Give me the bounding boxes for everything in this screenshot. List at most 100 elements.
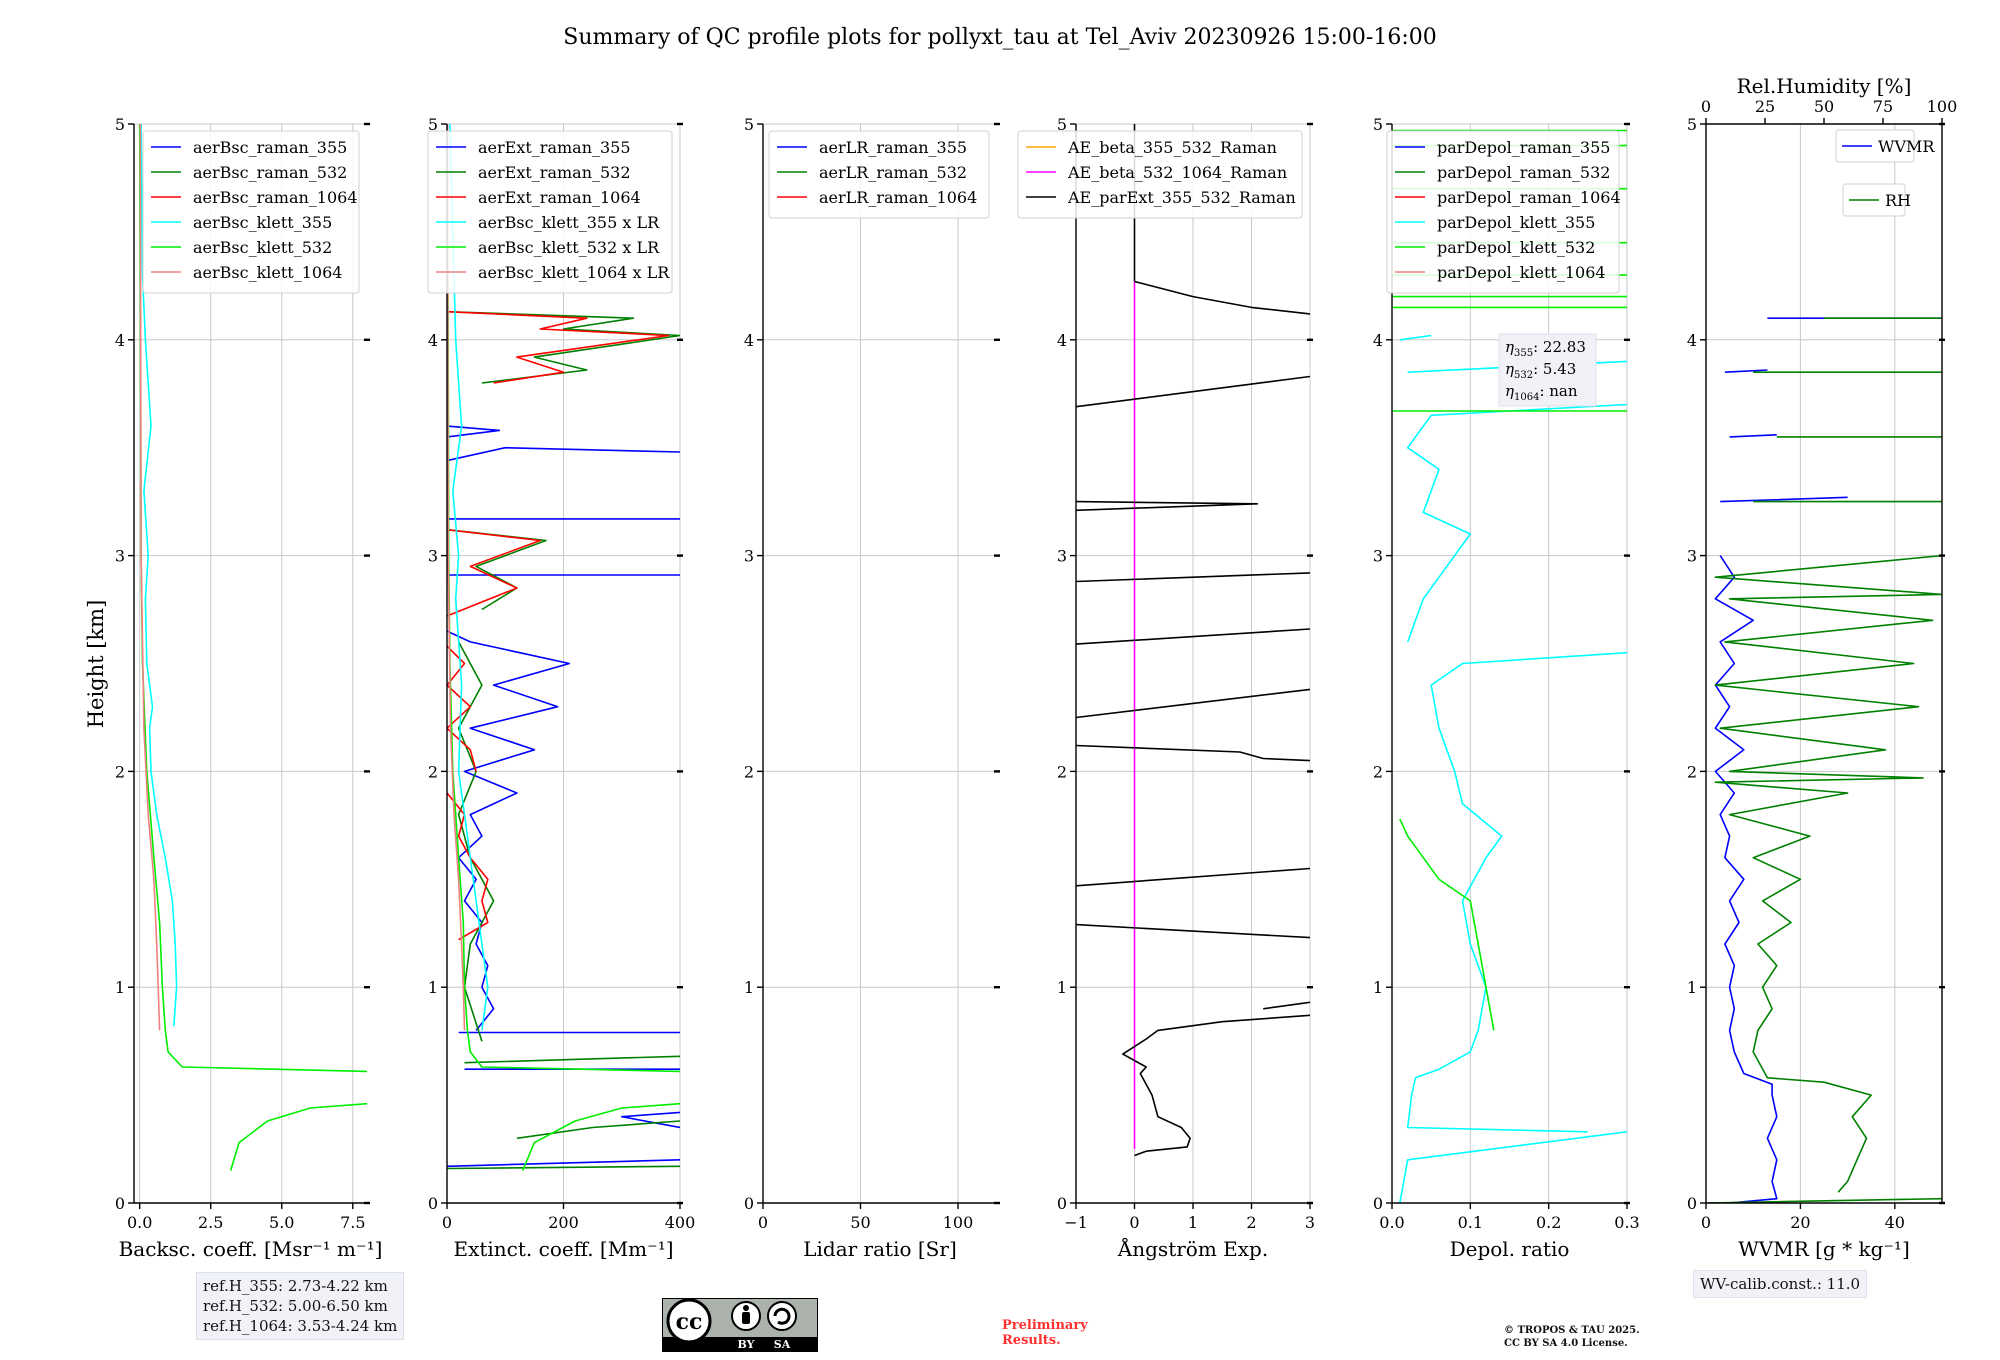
top-x-tick-label: 50: [1814, 97, 1834, 116]
by-text: BY: [738, 1338, 755, 1351]
legend-entry-label: aerExt_raman_532: [478, 163, 631, 182]
legend-box: [1835, 129, 1915, 163]
series-line-aerBsc_klett_1064: [139, 124, 161, 1031]
top-x-tick-label: 25: [1755, 97, 1775, 116]
ref-height-355: ref.H_355: 2.73-4.22 km: [203, 1277, 388, 1295]
x-tick-label: 0: [442, 1213, 452, 1232]
legend-entry-label: parDepol_klett_355: [1437, 213, 1595, 232]
copyright-label: © TROPOS & TAU 2025. CC BY SA 4.0 Licens…: [1504, 1324, 1640, 1350]
x-tick-label: 100: [943, 1213, 974, 1232]
eta-line: η532: 5.43: [1505, 360, 1576, 381]
y-tick-label: 5: [1057, 115, 1067, 134]
y-tick-label: 4: [428, 331, 438, 350]
y-tick-label: 4: [1057, 331, 1067, 350]
eta-line: η355: 22.83: [1505, 338, 1586, 359]
top-x-tick-label: 0: [1701, 97, 1711, 116]
x-tick-label: 0.3: [1614, 1213, 1639, 1232]
legend-box: [427, 130, 673, 294]
panel-bsc: 0 1 2 3 4 5 0.0 2.5 5.0 7.5 Backsc. coeff. [Msr⁻¹ …: [115, 115, 383, 1261]
legend: aerBsc_raman_355 aerBsc_raman_532 aerBsc_r…: [142, 130, 360, 294]
legend-entry-label: AE_beta_355_532_Raman: [1067, 138, 1277, 157]
legend-entry-label: parDepol_klett_1064: [1437, 263, 1606, 282]
x-axis-label: Depol. ratio: [1450, 1237, 1570, 1261]
wv-calib-const: WV-calib.const.: 11.0: [1700, 1275, 1861, 1293]
legend-box: [768, 130, 990, 219]
y-tick-label: 3: [744, 547, 754, 566]
eta-line: η1064: nan: [1505, 382, 1578, 403]
x-tick-label: 0: [1701, 1213, 1711, 1232]
y-tick-label: 5: [115, 115, 125, 134]
legend-entry-label: parDepol_raman_1064: [1437, 188, 1621, 207]
series-line-parDepol_klett_355: [1399, 334, 1627, 1203]
series-line-RH: [1706, 317, 1942, 1203]
series-group: [1706, 317, 1942, 1203]
preliminary-line-1: Preliminary: [1002, 1318, 1088, 1333]
legend-box: [1386, 130, 1620, 294]
series-group: [447, 124, 680, 1171]
x-tick-label: 20: [1790, 1213, 1810, 1232]
eta-box: [1498, 333, 1597, 407]
legend-entry-label: WVMR: [1878, 137, 1935, 156]
x-tick-label: 400: [665, 1213, 696, 1232]
y-tick-label: 0: [1057, 1194, 1067, 1213]
legend-entry-label: AE_parExt_355_532_Raman: [1067, 188, 1296, 207]
x-axis-label: Ångström Exp.: [1117, 1236, 1268, 1261]
y-tick-label: 0: [115, 1194, 125, 1213]
x-tick-label: 7.5: [340, 1213, 365, 1232]
y-tick-label: 1: [1057, 978, 1067, 997]
x-axis-label: Extinct. coeff. [Mm⁻¹]: [453, 1237, 673, 1261]
series-line-AE_parExt_355_532_Raman: [1076, 124, 1310, 1157]
x-tick-label: 5.0: [269, 1213, 294, 1232]
legend: aerExt_raman_355 aerExt_raman_532 aerExt_r…: [427, 130, 673, 294]
legend-entry-label: aerLR_raman_355: [819, 138, 967, 157]
y-tick-label: 3: [115, 547, 125, 566]
x-tick-label: 200: [548, 1213, 579, 1232]
x-tick-label: 2.5: [198, 1213, 223, 1232]
x-axis-label: WVMR [g * kg⁻¹]: [1738, 1237, 1910, 1261]
y-tick-label: 2: [115, 762, 125, 781]
y-tick-label: 3: [1057, 547, 1067, 566]
y-tick-label: 4: [115, 331, 125, 350]
y-tick-label: 1: [1687, 978, 1697, 997]
preliminary-label: Preliminary Results.: [1002, 1318, 1088, 1348]
legend: AE_beta_355_532_Raman AE_beta_532_1064_Ra…: [1017, 130, 1303, 219]
series-line-aerBsc_klett_1064 x LR: [447, 124, 466, 1031]
y-tick-label: 0: [1687, 1194, 1697, 1213]
x-tick-label: −1: [1064, 1213, 1088, 1232]
panel-ext: 0 1 2 3 4 5 0 200 400 Extinct. coeff. [Mm⁻¹] aerEx…: [427, 115, 696, 1261]
y-tick-label: 1: [428, 978, 438, 997]
legend-entry-label: parDepol_klett_532: [1437, 238, 1595, 257]
x-tick-label: 3: [1305, 1213, 1315, 1232]
y-tick-label: 0: [744, 1194, 754, 1213]
legend-entry-label: aerBsc_klett_1064: [193, 263, 342, 282]
y-tick-label: 2: [1687, 762, 1697, 781]
x-tick-label: 50: [850, 1213, 870, 1232]
legend-entry-label: parDepol_raman_532: [1437, 163, 1610, 182]
legend-entry-label: aerBsc_klett_355: [193, 213, 332, 232]
x-tick-label: 0: [758, 1213, 768, 1232]
x-axis-label: Lidar ratio [Sr]: [803, 1237, 957, 1261]
legend-box: [1017, 130, 1303, 219]
legend-entry-label: aerBsc_raman_355: [193, 138, 347, 157]
legend-box: [142, 130, 360, 294]
y-tick-label: 3: [1687, 547, 1697, 566]
y-tick-label: 1: [1373, 978, 1383, 997]
series-group: [138, 124, 367, 1171]
panel-depol: 0 1 2 3 4 5 0.0 0.1 0.2 0.3 Depol. ratio parDepol_r…: [1373, 115, 1640, 1261]
y-tick-label: 5: [1687, 115, 1697, 134]
wv-calib-note: WV-calib.const.: 11.0: [1693, 1270, 1868, 1298]
sa-text: SA: [774, 1338, 791, 1351]
x-tick-label: 0.0: [1379, 1213, 1404, 1232]
series-line-aerBsc_klett_355: [140, 124, 178, 1027]
y-tick-label: 2: [1057, 762, 1067, 781]
legend-entry-label: aerBsc_klett_532 x LR: [478, 238, 660, 257]
y-tick-label: 4: [1687, 331, 1697, 350]
x-axis-label: Backsc. coeff. [Msr⁻¹ m⁻¹]: [119, 1237, 383, 1261]
legend-entry-label: aerLR_raman_1064: [819, 188, 977, 207]
y-tick-label: 3: [1373, 547, 1383, 566]
y-axis-label: Height [km]: [84, 600, 108, 729]
y-tick-label: 1: [115, 978, 125, 997]
